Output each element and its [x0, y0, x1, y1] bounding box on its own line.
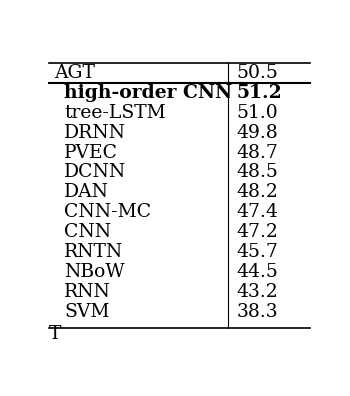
- Text: T: T: [49, 325, 62, 343]
- Text: AGT: AGT: [55, 64, 96, 82]
- Text: SVM: SVM: [64, 303, 110, 321]
- Text: 47.2: 47.2: [236, 223, 278, 241]
- Text: 38.3: 38.3: [236, 303, 278, 321]
- Text: 48.5: 48.5: [236, 164, 278, 181]
- Text: CNN: CNN: [64, 223, 111, 241]
- Text: DAN: DAN: [64, 183, 109, 202]
- Text: RNN: RNN: [64, 283, 111, 301]
- Text: CNN-MC: CNN-MC: [64, 204, 151, 221]
- Text: 50.5: 50.5: [236, 64, 278, 82]
- Text: tree-LSTM: tree-LSTM: [64, 104, 166, 122]
- Text: 48.7: 48.7: [236, 143, 278, 162]
- Text: 45.7: 45.7: [236, 243, 278, 261]
- Text: 44.5: 44.5: [236, 263, 278, 281]
- Text: 49.8: 49.8: [236, 124, 278, 142]
- Text: 51.2: 51.2: [236, 84, 282, 102]
- Text: high-order CNN: high-order CNN: [64, 84, 232, 102]
- Text: NBoW: NBoW: [64, 263, 125, 281]
- Text: DCNN: DCNN: [64, 164, 126, 181]
- Text: 43.2: 43.2: [236, 283, 278, 301]
- Text: 47.4: 47.4: [236, 204, 278, 221]
- Text: 48.2: 48.2: [236, 183, 278, 202]
- Text: PVEC: PVEC: [64, 143, 118, 162]
- Text: DRNN: DRNN: [64, 124, 126, 142]
- Text: RNTN: RNTN: [64, 243, 123, 261]
- Text: 51.0: 51.0: [236, 104, 278, 122]
